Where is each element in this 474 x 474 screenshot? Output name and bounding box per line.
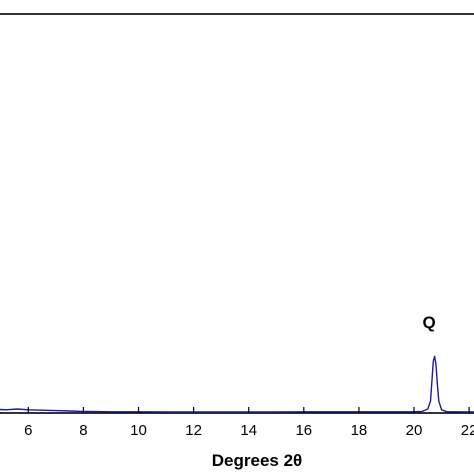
x-tick-label: 18 <box>351 422 368 439</box>
x-tick-label: 20 <box>406 422 423 439</box>
x-tick-label: 10 <box>130 422 147 439</box>
x-tick-label: 8 <box>79 422 87 439</box>
peak-annotation: Q <box>423 313 436 332</box>
x-tick-label: 22 <box>461 422 474 439</box>
x-tick-label: 14 <box>240 422 257 439</box>
x-tick-label: 12 <box>185 422 202 439</box>
plot-frame <box>0 13 474 414</box>
x-tick-label: 16 <box>295 422 312 439</box>
series-line-0 <box>0 355 474 413</box>
x-axis-title: Degrees 2θ <box>212 451 302 470</box>
x-tick-label: 6 <box>24 422 32 439</box>
